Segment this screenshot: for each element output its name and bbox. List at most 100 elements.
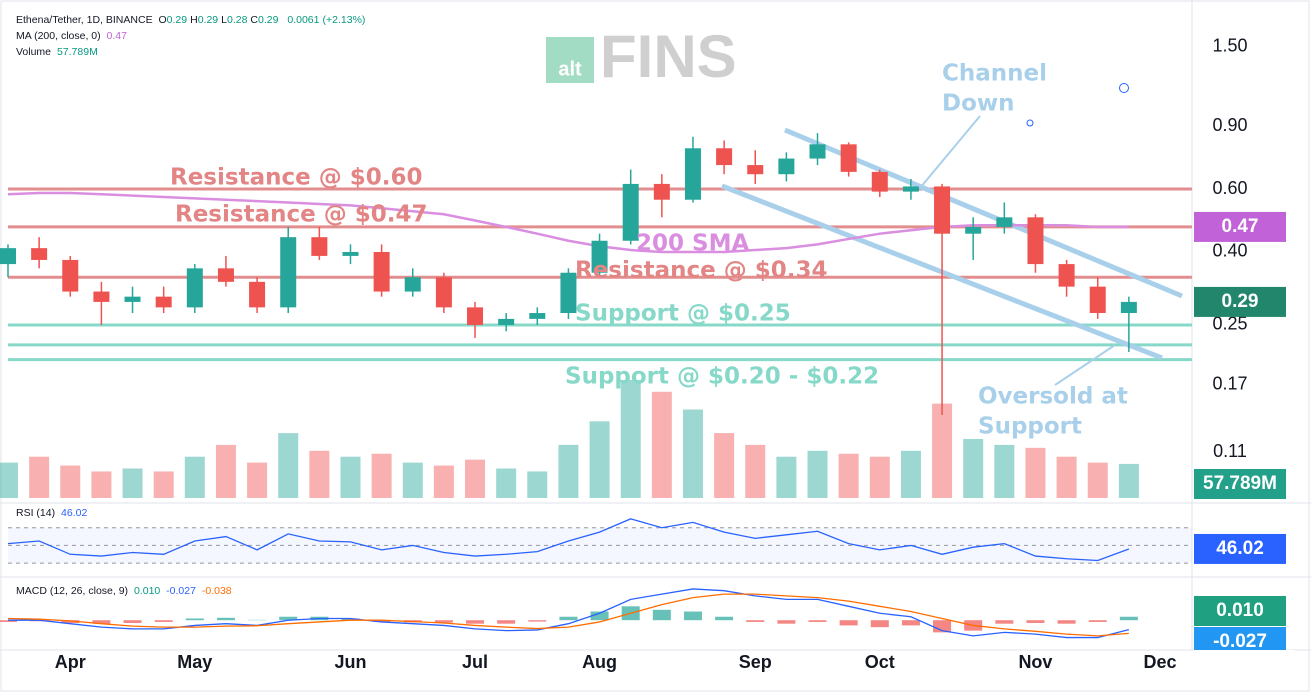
macd-hist <box>497 620 516 624</box>
x-tick-label: Apr <box>55 652 86 672</box>
macd-name: MACD (12, 26, close, 9) <box>16 585 129 597</box>
candle-body <box>622 183 639 241</box>
volume-bar <box>682 409 703 498</box>
candle-body <box>155 296 172 308</box>
ohlc-value: 0.28 <box>226 14 248 26</box>
marker <box>1119 83 1129 93</box>
volume-badge-bg <box>1194 469 1286 499</box>
ohlc-value: 0.29 <box>258 14 279 26</box>
x-tick-label: Jun <box>334 652 366 672</box>
rsi-badge-bg <box>1194 533 1286 564</box>
signal-line <box>7 593 1129 637</box>
macd-hist <box>185 618 204 621</box>
x-tick-label: May <box>177 652 212 672</box>
volume-bar <box>122 468 143 498</box>
volume-bar <box>714 433 735 498</box>
pointer-line <box>919 115 981 189</box>
volume-bar <box>963 439 984 498</box>
volume-bar <box>402 462 423 498</box>
volume-bar <box>1025 447 1046 498</box>
volume-bar <box>869 456 890 498</box>
y-tick-label: 0.25 <box>1212 314 1247 334</box>
macd-hist <box>92 620 111 624</box>
candle-body <box>62 259 79 292</box>
volume-bar <box>340 456 361 498</box>
candle-body <box>93 291 110 302</box>
candle-body <box>965 226 982 234</box>
macd-hist <box>0 620 17 622</box>
macd-hist <box>590 611 609 621</box>
candle-body <box>31 248 48 260</box>
macd-hist-badge: 0.010 <box>1216 600 1264 621</box>
rsi-value: 46.02 <box>61 507 88 519</box>
rsi-name: RSI (14) <box>16 507 56 519</box>
marker <box>1026 119 1034 127</box>
volume-bar <box>527 471 548 498</box>
legend-row: Ethena/Tether, 1D, BINANCE O0.29 H0.29 L0.… <box>16 14 368 26</box>
ohlc-key: C <box>250 14 259 26</box>
logo-prefix: alt <box>558 58 582 80</box>
candle-body <box>996 217 1013 227</box>
volume-bar <box>496 468 517 498</box>
macd-hist <box>683 611 702 621</box>
candle-body <box>747 165 764 175</box>
candle-body <box>529 313 546 319</box>
volume-bar <box>184 456 205 498</box>
axis-mask <box>1194 650 1294 656</box>
annotation: Down <box>942 91 1015 117</box>
macd-hist <box>279 616 298 621</box>
macd-hist <box>1088 620 1107 622</box>
x-tick-label: Sep <box>739 652 772 672</box>
rsi-badge: 46.02 <box>1216 538 1264 559</box>
macd-hist <box>123 620 142 623</box>
volume-bar <box>309 450 330 498</box>
y-tick-label: 0.60 <box>1212 178 1247 198</box>
annotation: Resistance @ $0.34 <box>575 258 827 284</box>
macd-line <box>8 588 1130 639</box>
ohlc: O0.29 H0.29 L0.28 C0.29 <box>159 14 282 26</box>
y-tick-label: 0.90 <box>1212 115 1247 135</box>
volume-badge: 57.789M <box>1203 473 1277 494</box>
volume-bar <box>278 433 299 498</box>
ohlc-value: 0.29 <box>166 14 188 26</box>
candle-body <box>249 281 266 308</box>
candle-body <box>684 148 701 200</box>
logo-box <box>546 37 594 83</box>
logo-name: FINS <box>600 23 737 90</box>
candle-body <box>217 268 234 282</box>
y-tick-label: 0.40 <box>1212 241 1247 261</box>
macd-hist <box>715 616 734 621</box>
volume-bar <box>994 444 1015 498</box>
macd-hist <box>341 618 360 621</box>
volume-bar <box>1118 463 1139 498</box>
macd-hist <box>901 620 920 626</box>
macd-value: -0.027 <box>166 585 196 597</box>
candle-body <box>311 237 328 256</box>
macd-hist <box>652 609 671 621</box>
x-tick-label: Dec <box>1143 652 1176 672</box>
candle-body <box>934 186 951 234</box>
volume-bar <box>1056 456 1077 498</box>
candle-body <box>498 318 515 325</box>
candle-body <box>716 148 733 166</box>
y-tick-label: 1.50 <box>1212 35 1247 55</box>
macd-hist <box>1119 616 1138 621</box>
rsi-line <box>7 518 1130 562</box>
macd-hist <box>216 617 235 621</box>
macd-hist <box>528 620 547 622</box>
macd-hist <box>1026 620 1045 623</box>
volume-bar <box>589 421 610 498</box>
volume-bar <box>465 459 486 498</box>
signal-value: -0.038 <box>201 585 232 597</box>
candle-body <box>1027 217 1044 265</box>
volume-bar <box>558 444 579 498</box>
volume-bar <box>900 450 921 498</box>
macd-hist <box>870 620 889 628</box>
macd-hist <box>777 620 796 624</box>
candle-body <box>560 272 577 314</box>
ma-name: MA (200, close, 0) <box>16 30 101 42</box>
volume-bar <box>932 403 953 498</box>
annotation: Resistance @ $0.60 <box>170 165 422 191</box>
